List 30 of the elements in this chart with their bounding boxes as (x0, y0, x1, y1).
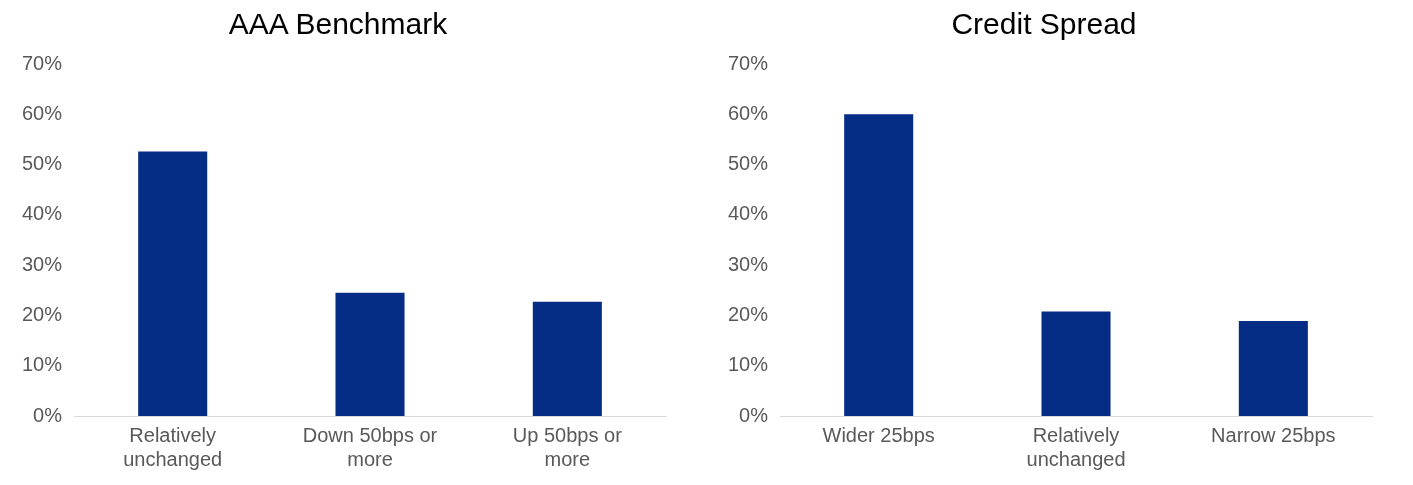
y-tick-label: 50% (22, 152, 63, 175)
chart-title: AAA Benchmark (228, 7, 449, 41)
y-tick-label: 10% (728, 353, 769, 376)
y-tick-label: 70% (22, 51, 63, 74)
bar (335, 292, 405, 416)
x-tick-label: Down 50bps or more (302, 423, 438, 470)
bar (844, 114, 914, 416)
y-tick-label: 30% (728, 252, 769, 275)
chart-title: Credit Spread (951, 7, 1137, 41)
x-tick-label: Relatively unchanged (1026, 423, 1126, 470)
y-tick-label: 40% (22, 202, 63, 225)
y-tick-label: 0% (739, 403, 769, 426)
bar (138, 151, 208, 416)
y-tick-label: 60% (22, 101, 63, 124)
y-tick-label: 30% (22, 252, 63, 275)
y-tick-label: 60% (728, 101, 769, 124)
x-tick-label: Wider 25bps (822, 423, 935, 446)
y-tick-label: 40% (728, 202, 769, 225)
y-tick-label: 50% (728, 152, 769, 175)
y-tick-label: 70% (728, 51, 769, 74)
x-tick-label: Narrow 25bps (1211, 423, 1336, 446)
bar (1238, 320, 1308, 416)
y-tick-label: 10% (22, 353, 63, 376)
x-tick-label: Relatively unchanged (123, 423, 223, 470)
y-tick-label: 20% (728, 302, 769, 325)
x-tick-label: Up 50bps or more (512, 423, 623, 470)
bar (1041, 311, 1111, 416)
bar (532, 301, 602, 416)
y-tick-label: 0% (33, 403, 63, 426)
y-tick-label: 20% (22, 302, 63, 325)
